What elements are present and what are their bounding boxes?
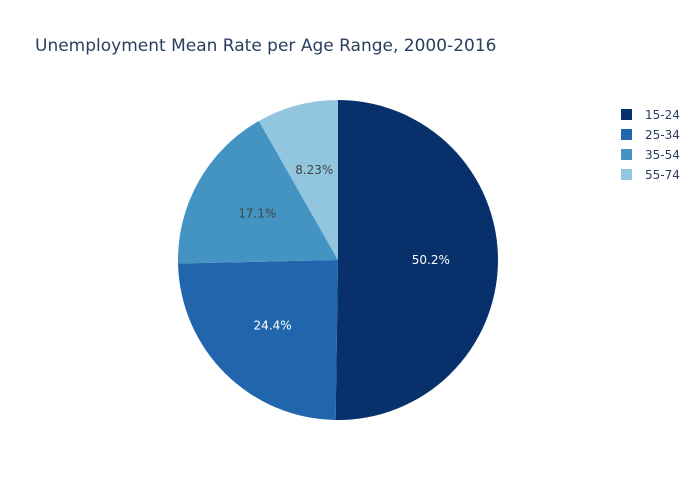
legend-swatch	[621, 109, 632, 120]
legend-swatch	[621, 149, 632, 160]
legend-label: 55-74	[645, 168, 680, 182]
legend-item-15-24[interactable]: 15-24	[621, 108, 680, 122]
pie-slice-25-34	[178, 260, 338, 420]
pie-slices	[178, 100, 498, 420]
legend-label: 15-24	[645, 108, 680, 122]
legend-swatch	[621, 169, 632, 180]
chart-title: Unemployment Mean Rate per Age Range, 20…	[35, 36, 496, 56]
legend-item-55-74[interactable]: 55-74	[621, 168, 680, 182]
slice-label-15-24: 50.2%	[412, 253, 450, 267]
pie-slice-55-74	[258, 100, 338, 260]
legend-item-25-34[interactable]: 25-34	[621, 128, 680, 142]
slice-label-25-34: 24.4%	[254, 318, 292, 332]
pie-slice-15-24	[335, 100, 498, 420]
legend: 15-24 25-34 35-54 55-74	[621, 108, 680, 182]
slice-label-35-54: 17.1%	[238, 207, 276, 221]
legend-swatch	[621, 129, 632, 140]
slice-label-55-74: 8.23%	[295, 163, 333, 177]
pie-slice-35-54	[178, 120, 338, 264]
legend-label: 35-54	[645, 148, 680, 162]
legend-label: 25-34	[645, 128, 680, 142]
pie-slice-labels: 50.2% 24.4% 17.1% 8.23%	[238, 163, 450, 333]
legend-item-35-54[interactable]: 35-54	[621, 148, 680, 162]
